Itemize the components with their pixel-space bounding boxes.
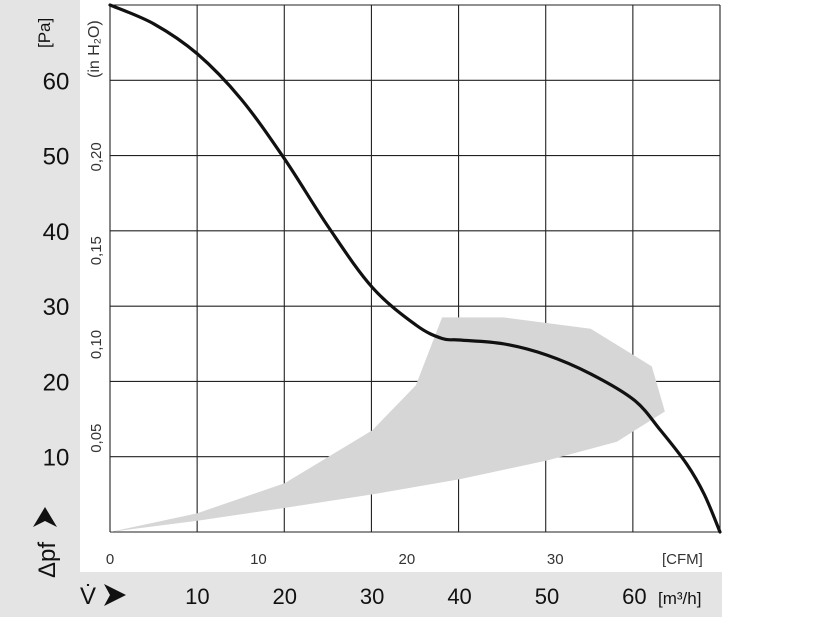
- y-secondary-tick-label: 0,15: [88, 236, 105, 265]
- y-tick-label: 20: [43, 369, 70, 396]
- x-unit-label-cfm: [CFM]: [662, 551, 703, 568]
- x-secondary-tick-label: 20: [398, 551, 415, 568]
- x-secondary-tick-label: 0: [106, 551, 114, 568]
- grid: [109, 4, 721, 533]
- y-secondary-tick-label: 0,20: [88, 142, 105, 171]
- x-axis-arrow-icon: [104, 584, 126, 606]
- y-tick-label: 40: [43, 219, 70, 246]
- x-tick-label: 60: [622, 584, 646, 609]
- y-tick-label: 10: [43, 445, 70, 472]
- x-tick-label: 30: [360, 584, 384, 609]
- x-axis-symbol: V̇: [80, 582, 96, 610]
- y-tick-label: 30: [43, 294, 70, 321]
- x-unit-label-m3h: [m³/h]: [658, 589, 701, 608]
- x-tick-label: 50: [535, 584, 559, 609]
- x-secondary-tick-label: 10: [250, 551, 267, 568]
- y-secondary-unit-label: (in H₂O): [86, 20, 103, 78]
- tick-labels: 10 20 30 40 50 60 0,05 0,10 0,15 0,20 0 10 20 30 10 20 3…: [43, 68, 647, 609]
- y-axis-band: [0, 0, 80, 617]
- x-tick-label: 40: [447, 584, 471, 609]
- y-secondary-tick-label: 0,10: [88, 330, 105, 359]
- y-tick-label: 60: [43, 68, 70, 95]
- pressure-curve: [108, 3, 722, 534]
- x-tick-label: 10: [185, 584, 209, 609]
- y-axis-symbol: Δpf: [34, 542, 61, 578]
- y-axis-arrow-icon: [33, 507, 57, 527]
- x-secondary-tick-label: 30: [547, 551, 564, 568]
- operating-region: [110, 317, 665, 532]
- y-secondary-tick-label: 0,05: [88, 424, 105, 453]
- x-tick-label: 20: [273, 584, 297, 609]
- y-unit-label: [Pa]: [35, 18, 54, 48]
- y-tick-label: 50: [43, 144, 70, 171]
